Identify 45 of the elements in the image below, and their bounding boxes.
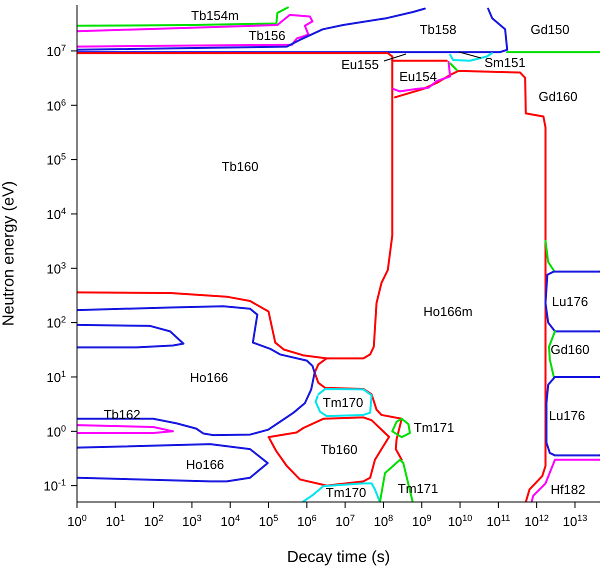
y-tick-label: 10$^{3}$ <box>46 260 66 276</box>
x-tick-label: 10$^{8}$ <box>374 513 394 529</box>
x-tick-label: 10$^{10}$ <box>448 513 472 529</box>
annotation: Ho166 <box>186 457 224 472</box>
annotation: Gd150 <box>530 22 570 37</box>
y-tick-label: 10$^{2}$ <box>46 314 66 331</box>
x-tick-label: 10$^{12}$ <box>524 513 549 529</box>
x-tick-label: 10$^{3}$ <box>182 513 202 529</box>
x-tick-label: 10$^{7}$ <box>335 513 355 529</box>
x-tick-label: 10$^{2}$ <box>144 513 164 529</box>
x-tick-label: 10$^{6}$ <box>297 513 317 529</box>
annotation: Gd160 <box>538 89 578 104</box>
y-tick-label: 10$^{-1}$ <box>44 478 66 494</box>
annotation: Ho166 <box>190 370 228 385</box>
annotation: Hf182 <box>550 482 586 497</box>
y-axis-title: Neutron energy (eV) <box>0 181 18 326</box>
annotation: Tb158 <box>420 22 456 37</box>
x-tick-label: 10$^{9}$ <box>412 513 432 529</box>
y-tick-label: 10$^{6}$ <box>46 97 66 114</box>
x-axis-title: Decay time (s) <box>286 549 390 566</box>
annotation: Tm170 <box>326 485 366 500</box>
y-tick-label: 10$^{5}$ <box>46 152 66 168</box>
x-tick-label: 10$^{1}$ <box>106 513 126 529</box>
annotation: Lu176 <box>548 408 586 423</box>
annotation: Tb156 <box>248 28 286 43</box>
annotation: Tm171 <box>414 420 454 435</box>
annotation: Ho166m <box>423 304 473 319</box>
annotation: Tb154m <box>191 8 239 23</box>
y-tick-label: 10$^{0}$ <box>46 423 66 440</box>
annotation: Eu155 <box>341 57 379 72</box>
annotation: Tb160 <box>222 159 258 174</box>
annotation: Tb160 <box>320 442 358 457</box>
annotation: Eu154 <box>399 69 437 84</box>
annotation: Tm170 <box>322 395 364 410</box>
annotation: Sm151 <box>484 55 526 70</box>
x-tick-label: 10$^{4}$ <box>220 513 240 529</box>
x-tick-label: 10$^{11}$ <box>486 513 510 529</box>
x-tick-label: 10$^{13}$ <box>562 513 588 529</box>
annotation: Lu176 <box>552 294 588 309</box>
x-tick-label: 10$^{0}$ <box>67 513 87 529</box>
x-tick-label: 10$^{5}$ <box>258 513 278 529</box>
annotation: Gd160 <box>550 342 590 357</box>
y-tick-label: 10$^{4}$ <box>46 206 66 222</box>
y-tick-label: 10$^{7}$ <box>46 42 66 59</box>
y-tick-label: 10$^{1}$ <box>46 368 66 385</box>
